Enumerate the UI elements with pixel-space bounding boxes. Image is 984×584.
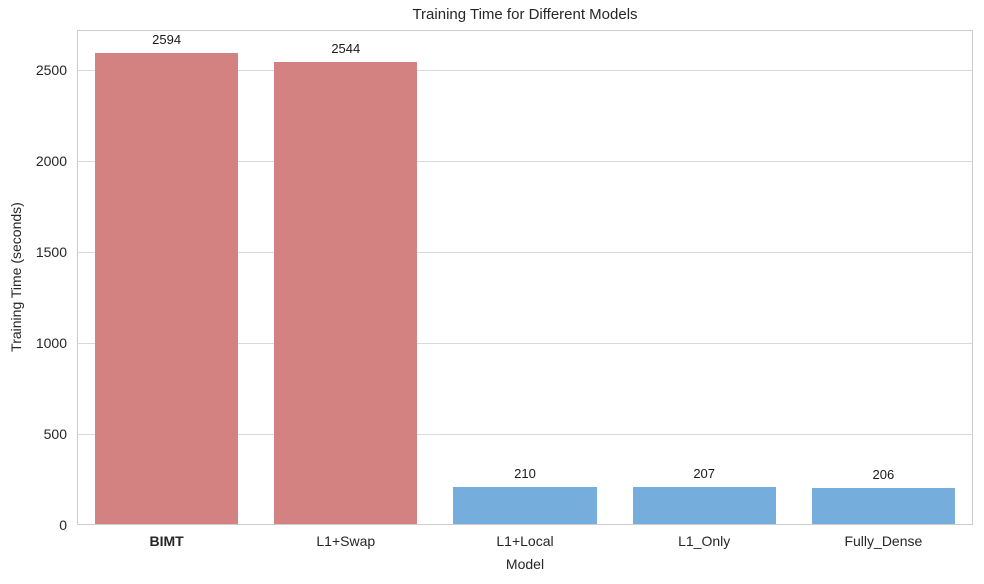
y-tick-label-2500: 2500: [35, 62, 67, 78]
bar-value-label-L1+Local: 210: [514, 465, 536, 481]
y-tick-label-500: 500: [43, 426, 67, 442]
x-tick-label-BIMT: BIMT: [149, 533, 184, 549]
y-tick-label-1500: 1500: [35, 244, 67, 260]
gridline-y-500: [78, 434, 972, 435]
bar-L1_Only: [632, 487, 776, 525]
bar-value-label-BIMT: 2594: [152, 31, 182, 47]
x-tick-label-Fully_Dense: Fully_Dense: [844, 533, 923, 549]
bar-value-label-Fully_Dense: 206: [872, 466, 895, 482]
gridline-y-1000: [78, 343, 972, 344]
x-axis-label: Model: [505, 556, 545, 572]
x-tick-label-L1+Swap: L1+Swap: [316, 533, 376, 549]
y-tick-label-0: 0: [59, 517, 67, 533]
gridline-y-2500: [78, 70, 972, 71]
bar-L1+Local: [453, 486, 597, 525]
x-tick-label-L1_Only: L1_Only: [678, 533, 731, 549]
y-tick-label-2000: 2000: [35, 153, 67, 169]
gridline-y-1500: [78, 252, 972, 253]
bar-BIMT: [94, 52, 239, 525]
y-tick-label-1000: 1000: [35, 335, 67, 351]
chart-title: Training Time for Different Models: [412, 6, 638, 23]
bar-Fully_Dense: [811, 487, 956, 525]
gridline-y-2000: [78, 161, 972, 162]
y-axis-label: Training Time (seconds): [8, 202, 24, 352]
x-tick-label-L1+Local: L1+Local: [496, 533, 554, 549]
bar-value-label-L1_Only: 207: [693, 466, 716, 482]
bar-value-label-L1+Swap: 2544: [331, 41, 361, 56]
bar-L1+Swap: [274, 62, 418, 525]
